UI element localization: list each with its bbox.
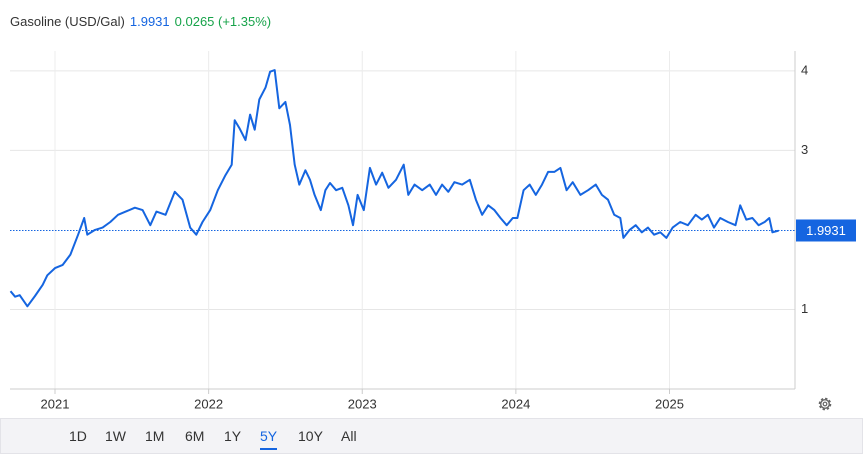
title: Gasoline (USD/Gal) <box>10 14 125 29</box>
header: Gasoline (USD/Gal) 1.9931 0.0265 (+1.35%) <box>10 14 276 29</box>
range-button[interactable]: All <box>341 428 357 444</box>
x-tick-label: 2022 <box>194 396 223 411</box>
x-tick-label: 2024 <box>501 396 530 411</box>
range-button[interactable]: 5Y <box>260 428 278 450</box>
range-button[interactable]: 1Y <box>224 428 242 444</box>
last-price-label: 1.9931 <box>806 223 846 238</box>
last-price-box <box>796 219 856 242</box>
x-tick-label: 2021 <box>41 396 70 411</box>
y-tick-label: 3 <box>801 142 808 157</box>
range-button[interactable]: 1M <box>145 428 165 444</box>
chart: 1 3 4 2021 2022 2023 2024 2025 1.9931 <box>9 51 856 411</box>
change: 0.0265 (+1.35%) <box>174 14 272 29</box>
last-value: 1.9931 <box>129 14 170 29</box>
range-bar: 1D 1W 1M 6M 1Y 5Y 10Y All <box>0 418 863 454</box>
settings-icon[interactable] <box>818 397 832 411</box>
range-button[interactable]: 1D <box>69 428 87 444</box>
x-tick-label: 2025 <box>655 396 684 411</box>
y-tick-label: 1 <box>801 301 808 316</box>
range-button[interactable]: 10Y <box>298 428 323 444</box>
range-button[interactable]: 1W <box>105 428 126 444</box>
x-tick-label: 2023 <box>348 396 377 411</box>
price-line <box>9 69 779 308</box>
range-button[interactable]: 6M <box>185 428 205 444</box>
y-tick-label: 4 <box>801 62 808 77</box>
